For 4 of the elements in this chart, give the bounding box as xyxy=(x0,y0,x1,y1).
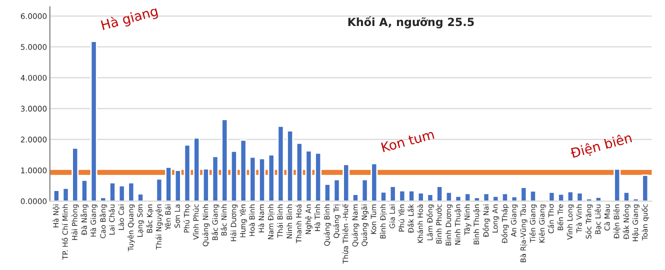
annotation: Hà giang xyxy=(100,5,159,33)
annotation: Kon tum xyxy=(381,129,434,152)
text: Khối A, ngưỡng 25.5 xyxy=(348,16,474,28)
annotation: Điện biên xyxy=(569,132,633,160)
